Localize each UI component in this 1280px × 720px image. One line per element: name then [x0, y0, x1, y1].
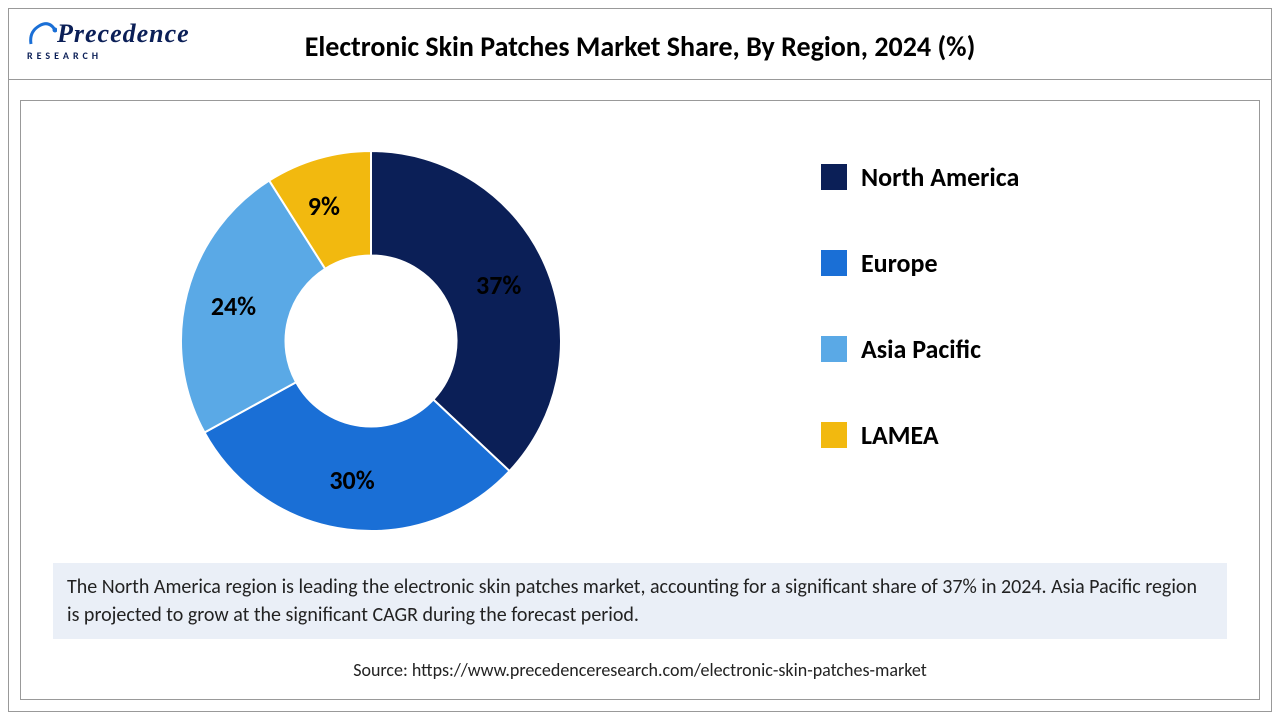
legend-item: North America: [821, 161, 1019, 193]
legend: North America Europe Asia Pacific LAMEA: [821, 161, 1019, 505]
note-box: The North America region is leading the …: [53, 563, 1227, 639]
slice-percent-label: 9%: [308, 190, 340, 222]
slice-percent-label: 30%: [329, 464, 374, 496]
legend-item: Europe: [821, 247, 1019, 279]
legend-item: LAMEA: [821, 419, 1019, 451]
legend-label: Asia Pacific: [861, 333, 981, 365]
legend-label: North America: [861, 161, 1019, 193]
legend-swatch: [821, 250, 847, 276]
legend-swatch: [821, 336, 847, 362]
legend-item: Asia Pacific: [821, 333, 1019, 365]
slice-percent-label: 24%: [211, 290, 256, 322]
donut-chart: 37% 30% 24% 9%: [161, 131, 581, 551]
header-bar: Precedence RESEARCH Electronic Skin Patc…: [8, 8, 1272, 80]
legend-label: Europe: [861, 247, 938, 279]
legend-label: LAMEA: [861, 419, 939, 451]
chart-title: Electronic Skin Patches Market Share, By…: [9, 29, 1271, 64]
legend-swatch: [821, 422, 847, 448]
legend-swatch: [821, 164, 847, 190]
chart-area: 37% 30% 24% 9% North America Europe Asia Paci…: [20, 100, 1260, 700]
source-text: Source: https://www.precedenceresearch.c…: [21, 659, 1259, 681]
slice-percent-label: 37%: [476, 269, 521, 301]
